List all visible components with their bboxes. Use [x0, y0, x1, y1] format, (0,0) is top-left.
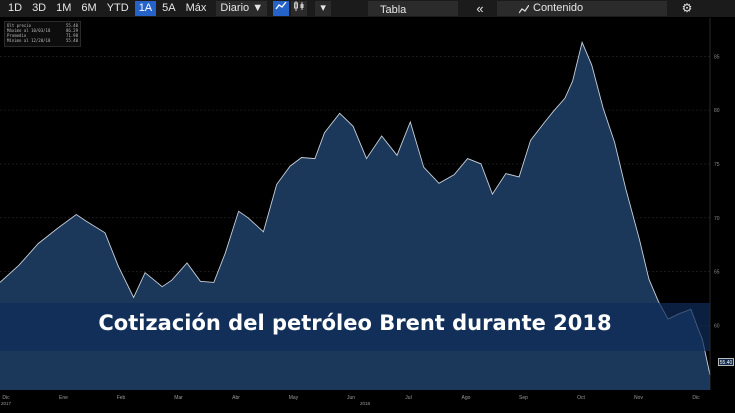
collapse-panel-button[interactable]: «: [470, 1, 490, 16]
legend-label: Máximo al 10/03/18: [7, 28, 51, 33]
line-chart-icon[interactable]: [273, 1, 290, 16]
x-tick-year: 2017: [1, 401, 12, 406]
legend-label: Promedio: [7, 33, 27, 38]
candlestick-icon[interactable]: [291, 1, 308, 16]
double-chevron-left-icon: «: [476, 1, 484, 16]
legend-value: 55.40: [65, 23, 78, 28]
settings-button[interactable]: ⚙: [676, 1, 698, 16]
y-tick-label: 65: [714, 270, 720, 276]
title-band: [0, 303, 710, 351]
y-tick-label: 80: [714, 108, 720, 114]
x-tick-label: Nov: [634, 395, 643, 401]
x-year-label: 2018: [360, 401, 371, 406]
y-tick-label: 60: [714, 323, 720, 329]
legend-row: Últ precio 55.40: [7, 23, 78, 28]
chart-options-dropdown[interactable]: ▾: [315, 1, 332, 16]
x-tick-label: Jul: [405, 395, 411, 401]
x-tick-label: Ene: [59, 395, 68, 401]
y-tick-label: 75: [714, 162, 720, 168]
x-tick-label: Mar: [174, 395, 183, 401]
legend-value: 71.98: [65, 33, 78, 38]
contenido-label: Contenido: [533, 2, 584, 14]
period-tab[interactable]: 6M: [81, 2, 97, 14]
y-tick-label: 70: [714, 216, 720, 222]
price-line: [0, 40, 711, 375]
gear-icon: ⚙: [681, 1, 693, 15]
period-selector: 1D 3D 1M 6M YTD 1A 5A Máx: [4, 1, 212, 16]
x-tick-label: May: [289, 395, 299, 401]
legend-label: Últ precio: [7, 23, 32, 28]
legend-rows: Últ precio 55.40 Máximo al 10/03/18 86.29 Pr…: [7, 23, 78, 43]
period-tab[interactable]: YTD: [106, 2, 129, 14]
period-tab[interactable]: 1M: [56, 2, 72, 14]
table-view-button[interactable]: Tabla: [368, 1, 458, 16]
legend-label: Mínimo al 12/20/18: [7, 38, 51, 43]
legend-value: 55.40: [65, 38, 78, 43]
period-tab[interactable]: 3D: [32, 2, 47, 14]
chevron-down-icon: ▼: [252, 2, 264, 14]
period-tab[interactable]: 1D: [8, 2, 23, 14]
x-tick-label: Sep: [519, 395, 528, 401]
x-tick-label: Feb: [117, 395, 126, 401]
period-tab[interactable]: Máx: [185, 2, 207, 14]
period-tab[interactable]: 5A: [162, 2, 176, 14]
y-tick-label: 85: [714, 54, 720, 60]
chart-mini-icon: [518, 4, 530, 19]
overlay-title: Cotización del petróleo Brent durante 20…: [98, 311, 612, 335]
table-label: Tabla: [380, 4, 407, 16]
x-tick-label: Ago: [462, 395, 471, 401]
legend-row: Mínimo al 12/20/18 55.40: [7, 38, 78, 43]
frequency-label: Diario: [220, 2, 250, 14]
legend-row: Promedio 71.98: [7, 33, 78, 38]
x-tick-label: Oct: [577, 395, 585, 401]
contenido-button[interactable]: Contenido: [497, 1, 667, 16]
frequency-dropdown[interactable]: Diario ▼: [216, 1, 268, 16]
last-price-tag: 55.40: [718, 358, 734, 366]
chevron-down-icon: ▾: [320, 2, 326, 14]
x-tick-label: Abr: [232, 395, 240, 401]
x-tick-label: Jun: [347, 395, 355, 401]
chart-legend: Últ precio 55.40 Máximo al 10/03/18 86.29 Pr…: [4, 21, 81, 47]
legend-value: 86.29: [65, 28, 78, 33]
x-tick-label: Dic: [2, 395, 10, 401]
period-tab[interactable]: 1A: [134, 1, 157, 16]
legend-row: Máximo al 10/03/18 86.29: [7, 28, 78, 33]
x-tick-label: Dic: [692, 395, 700, 401]
